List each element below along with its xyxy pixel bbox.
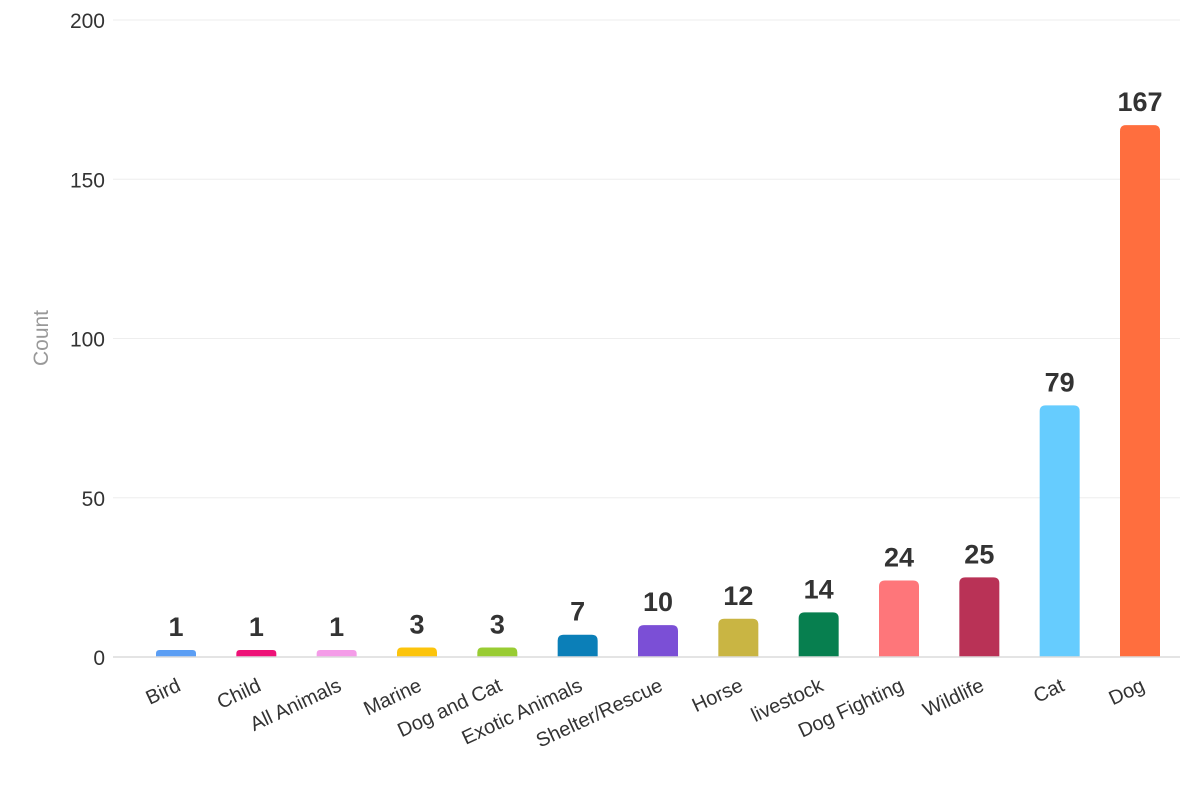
bar-dog-and-cat xyxy=(477,647,518,657)
bar-all-animals xyxy=(316,650,357,657)
value-label: 24 xyxy=(884,543,914,573)
y-axis-ticks: 0 50 100 150 200 xyxy=(70,10,105,670)
bars xyxy=(156,125,1160,658)
x-tick-label: Horse xyxy=(689,675,747,717)
value-label: 167 xyxy=(1117,87,1162,117)
value-label: 7 xyxy=(570,597,585,627)
x-tick-label: Cat xyxy=(1030,674,1068,707)
y-tick-label: 50 xyxy=(82,488,105,511)
value-label: 1 xyxy=(329,612,344,642)
bar-marine xyxy=(397,647,437,657)
x-tick-label: Wildlife xyxy=(920,675,988,722)
bar-dog xyxy=(1120,125,1160,658)
y-tick-label: 200 xyxy=(70,10,105,33)
bar-dog-fighting xyxy=(879,580,919,657)
value-label: 3 xyxy=(490,609,505,639)
bar-exotic-animals xyxy=(557,634,598,657)
value-label: 1 xyxy=(249,612,264,642)
bar-wildlife xyxy=(959,577,1000,657)
bar-bird xyxy=(156,650,196,657)
bar-shelter-rescue xyxy=(638,625,678,657)
value-label: 10 xyxy=(643,587,673,617)
bar-cat xyxy=(1039,405,1080,657)
x-tick-label: Child xyxy=(214,675,265,714)
y-tick-label: 0 xyxy=(93,647,105,670)
value-label: 79 xyxy=(1045,367,1075,397)
value-labels: 1 1 1 3 3 7 10 12 14 24 25 79 167 xyxy=(168,87,1162,642)
x-tick-label: All Animals xyxy=(247,675,345,736)
bar-child xyxy=(236,650,277,657)
grid-lines xyxy=(113,19,1180,499)
x-tick-label: Bird xyxy=(143,675,185,710)
x-tick-label: Dog xyxy=(1106,675,1149,710)
value-label: 14 xyxy=(804,574,834,604)
y-axis-title: Count xyxy=(30,310,53,366)
value-label: 3 xyxy=(409,609,424,639)
value-label: 1 xyxy=(168,612,183,642)
bar-livestock xyxy=(798,612,839,657)
y-tick-label: 100 xyxy=(70,329,105,352)
bar-horse xyxy=(718,618,759,657)
value-label: 12 xyxy=(723,581,753,611)
value-label: 25 xyxy=(964,539,994,569)
y-tick-label: 150 xyxy=(70,169,105,192)
